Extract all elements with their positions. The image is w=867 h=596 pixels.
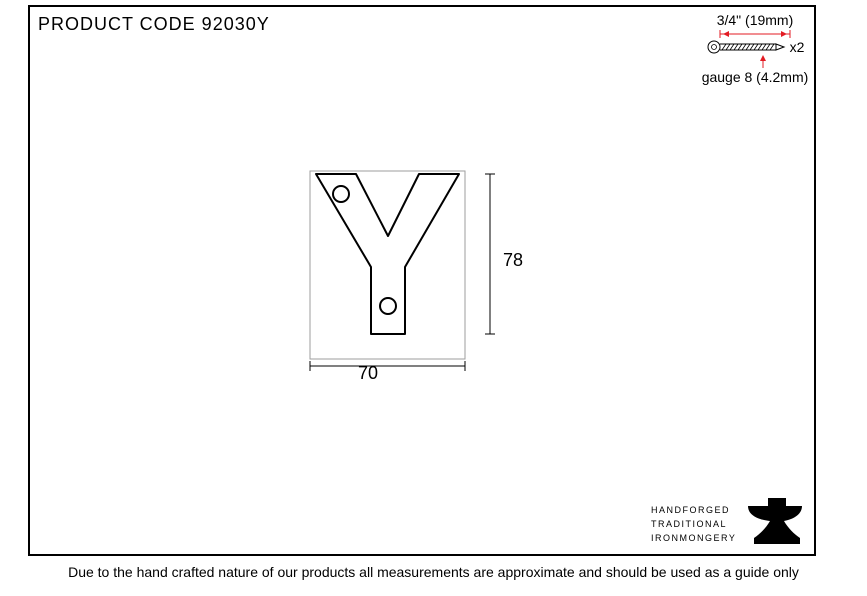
disclaimer: Due to the hand crafted nature of our pr… bbox=[0, 564, 867, 580]
product-code: PRODUCT CODE 92030Y bbox=[38, 14, 270, 35]
width-dim-label: 70 bbox=[358, 363, 378, 384]
logo-line2: TRADITIONAL bbox=[651, 517, 736, 531]
logo-line1: HANDFORGED bbox=[651, 503, 736, 517]
logo-text: HANDFORGED TRADITIONAL IRONMONGERY bbox=[651, 503, 736, 545]
stage: PRODUCT CODE 92030Y 3/4" (19mm) bbox=[0, 0, 867, 596]
screw-qty-label: x2 bbox=[790, 39, 805, 55]
screw-icon bbox=[706, 39, 786, 55]
letter-drawing bbox=[300, 164, 530, 384]
anvil-logo-icon bbox=[746, 494, 804, 546]
screw-gauge-label: gauge 8 (4.2mm) bbox=[695, 69, 815, 85]
screw-gauge-arrow-icon bbox=[715, 55, 795, 69]
screw-dim-line-icon bbox=[715, 29, 795, 39]
screw-length-label: 3/4" (19mm) bbox=[695, 12, 815, 28]
logo-line3: IRONMONGERY bbox=[651, 531, 736, 545]
screw-spec: 3/4" (19mm) bbox=[695, 12, 815, 85]
height-dim-label: 78 bbox=[503, 250, 523, 271]
